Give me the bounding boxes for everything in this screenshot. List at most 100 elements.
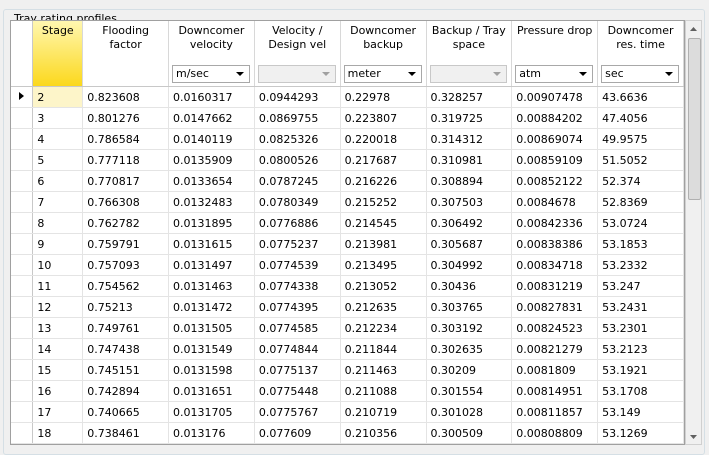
cell[interactable]: 14: [32, 338, 84, 360]
column-header[interactable]: Velocity / Design vel: [254, 21, 341, 87]
cell[interactable]: 0.216226: [340, 170, 427, 192]
cell[interactable]: 0.0774844: [254, 338, 341, 360]
row-header[interactable]: [11, 443, 34, 444]
cell[interactable]: 0.210719: [340, 401, 427, 423]
cell[interactable]: 0.00842336: [511, 212, 599, 234]
cell[interactable]: 0.328257: [426, 86, 513, 108]
row-header[interactable]: [11, 86, 34, 108]
cell[interactable]: 49.9575: [597, 128, 684, 150]
cell[interactable]: 0.00814951: [511, 380, 599, 402]
cell[interactable]: 15: [32, 359, 84, 381]
cell[interactable]: 0.0084678: [511, 191, 599, 213]
cell[interactable]: 0.211088: [340, 380, 427, 402]
cell[interactable]: 0.217687: [340, 149, 427, 171]
cell[interactable]: 0.754562: [82, 275, 169, 297]
cell[interactable]: 0.22978: [340, 86, 427, 108]
cell[interactable]: 0.00838386: [511, 233, 599, 255]
cell[interactable]: 0.212635: [340, 296, 427, 318]
cell[interactable]: 0.00805803: [511, 443, 599, 444]
cell[interactable]: 0.0780349: [254, 191, 341, 213]
cell[interactable]: 0.209999: [340, 443, 427, 444]
cell[interactable]: 0.00852122: [511, 170, 599, 192]
cell[interactable]: 0.0131598: [168, 359, 255, 381]
cell[interactable]: 8: [32, 212, 84, 234]
cell[interactable]: 0.00834718: [511, 254, 599, 276]
cell[interactable]: 0.740665: [82, 401, 169, 423]
cell[interactable]: 13: [32, 317, 84, 339]
unit-dropdown[interactable]: sec: [601, 65, 679, 83]
cell[interactable]: 0.301028: [426, 401, 513, 423]
column-header[interactable]: Downcomer backup meter: [340, 21, 427, 87]
cell[interactable]: 0.0147662: [168, 107, 255, 129]
cell[interactable]: 0.823608: [82, 86, 169, 108]
cell[interactable]: 53.2431: [597, 296, 684, 318]
cell[interactable]: 51.5052: [597, 149, 684, 171]
cell[interactable]: 0.759791: [82, 233, 169, 255]
cell[interactable]: 0.75213: [82, 296, 169, 318]
cell[interactable]: 0.013176: [168, 422, 255, 444]
unit-dropdown[interactable]: meter: [343, 65, 422, 83]
column-header[interactable]: Stage: [32, 21, 84, 87]
cell[interactable]: 0.210356: [340, 422, 427, 444]
cell[interactable]: 53.247: [597, 275, 684, 297]
cell[interactable]: 0.0132483: [168, 191, 255, 213]
row-header[interactable]: [11, 254, 34, 276]
cell[interactable]: 0.0774585: [254, 317, 341, 339]
cell[interactable]: 0.786584: [82, 128, 169, 150]
cell[interactable]: 5: [32, 149, 84, 171]
cell[interactable]: 0.00821279: [511, 338, 599, 360]
cell[interactable]: 0.30209: [426, 359, 513, 381]
cell[interactable]: 0.00824523: [511, 317, 599, 339]
cell[interactable]: 0.307503: [426, 191, 513, 213]
cell[interactable]: 0.302635: [426, 338, 513, 360]
row-header[interactable]: [11, 422, 34, 444]
cell[interactable]: 0.0776886: [254, 212, 341, 234]
cell[interactable]: 0.00859109: [511, 149, 599, 171]
cell[interactable]: 0.736282: [82, 443, 169, 444]
column-header[interactable]: Backup / Tray space: [426, 21, 513, 87]
cell[interactable]: 0.0131549: [168, 338, 255, 360]
unit-dropdown[interactable]: m/sec: [171, 65, 250, 83]
cell[interactable]: 0.303192: [426, 317, 513, 339]
cell[interactable]: 12: [32, 296, 84, 318]
cell[interactable]: 0.0131815: [168, 443, 255, 444]
cell[interactable]: 0.213981: [340, 233, 427, 255]
cell[interactable]: 0.770817: [82, 170, 169, 192]
cell[interactable]: 0.0131615: [168, 233, 255, 255]
cell[interactable]: 0.0131895: [168, 212, 255, 234]
cell[interactable]: 0.0800526: [254, 149, 341, 171]
cell[interactable]: 0.299998: [426, 443, 513, 444]
cell[interactable]: 0.00907478: [511, 86, 599, 108]
cell[interactable]: 0.077609: [254, 422, 341, 444]
cell[interactable]: 0.00884202: [511, 107, 599, 129]
cell[interactable]: 0.0774338: [254, 275, 341, 297]
cell[interactable]: 0.0133654: [168, 170, 255, 192]
row-header[interactable]: [11, 359, 34, 381]
row-header[interactable]: [11, 107, 34, 129]
cell[interactable]: 0.0775237: [254, 233, 341, 255]
cell[interactable]: 0.0160317: [168, 86, 255, 108]
cell[interactable]: 0.30436: [426, 275, 513, 297]
cell[interactable]: 0.223807: [340, 107, 427, 129]
cell[interactable]: 53.0724: [597, 212, 684, 234]
cell[interactable]: 0.00869074: [511, 128, 599, 150]
cell[interactable]: 0.0131497: [168, 254, 255, 276]
cell[interactable]: 0.0775448: [254, 380, 341, 402]
cell[interactable]: 0.766308: [82, 191, 169, 213]
row-header[interactable]: [11, 212, 34, 234]
cell[interactable]: 53.2301: [597, 317, 684, 339]
cell[interactable]: 0.0131651: [168, 380, 255, 402]
cell[interactable]: 53.1047: [597, 443, 684, 444]
cell[interactable]: 52.8369: [597, 191, 684, 213]
cell[interactable]: 0.0787245: [254, 170, 341, 192]
cell[interactable]: 0.220018: [340, 128, 427, 150]
row-header[interactable]: [11, 128, 34, 150]
cell[interactable]: 0.300509: [426, 422, 513, 444]
cell[interactable]: 9: [32, 233, 84, 255]
cell[interactable]: 17: [32, 401, 84, 423]
row-header[interactable]: [11, 401, 34, 423]
cell[interactable]: 16: [32, 380, 84, 402]
cell[interactable]: 0.310981: [426, 149, 513, 171]
cell[interactable]: 0.304992: [426, 254, 513, 276]
cell[interactable]: 53.149: [597, 401, 684, 423]
